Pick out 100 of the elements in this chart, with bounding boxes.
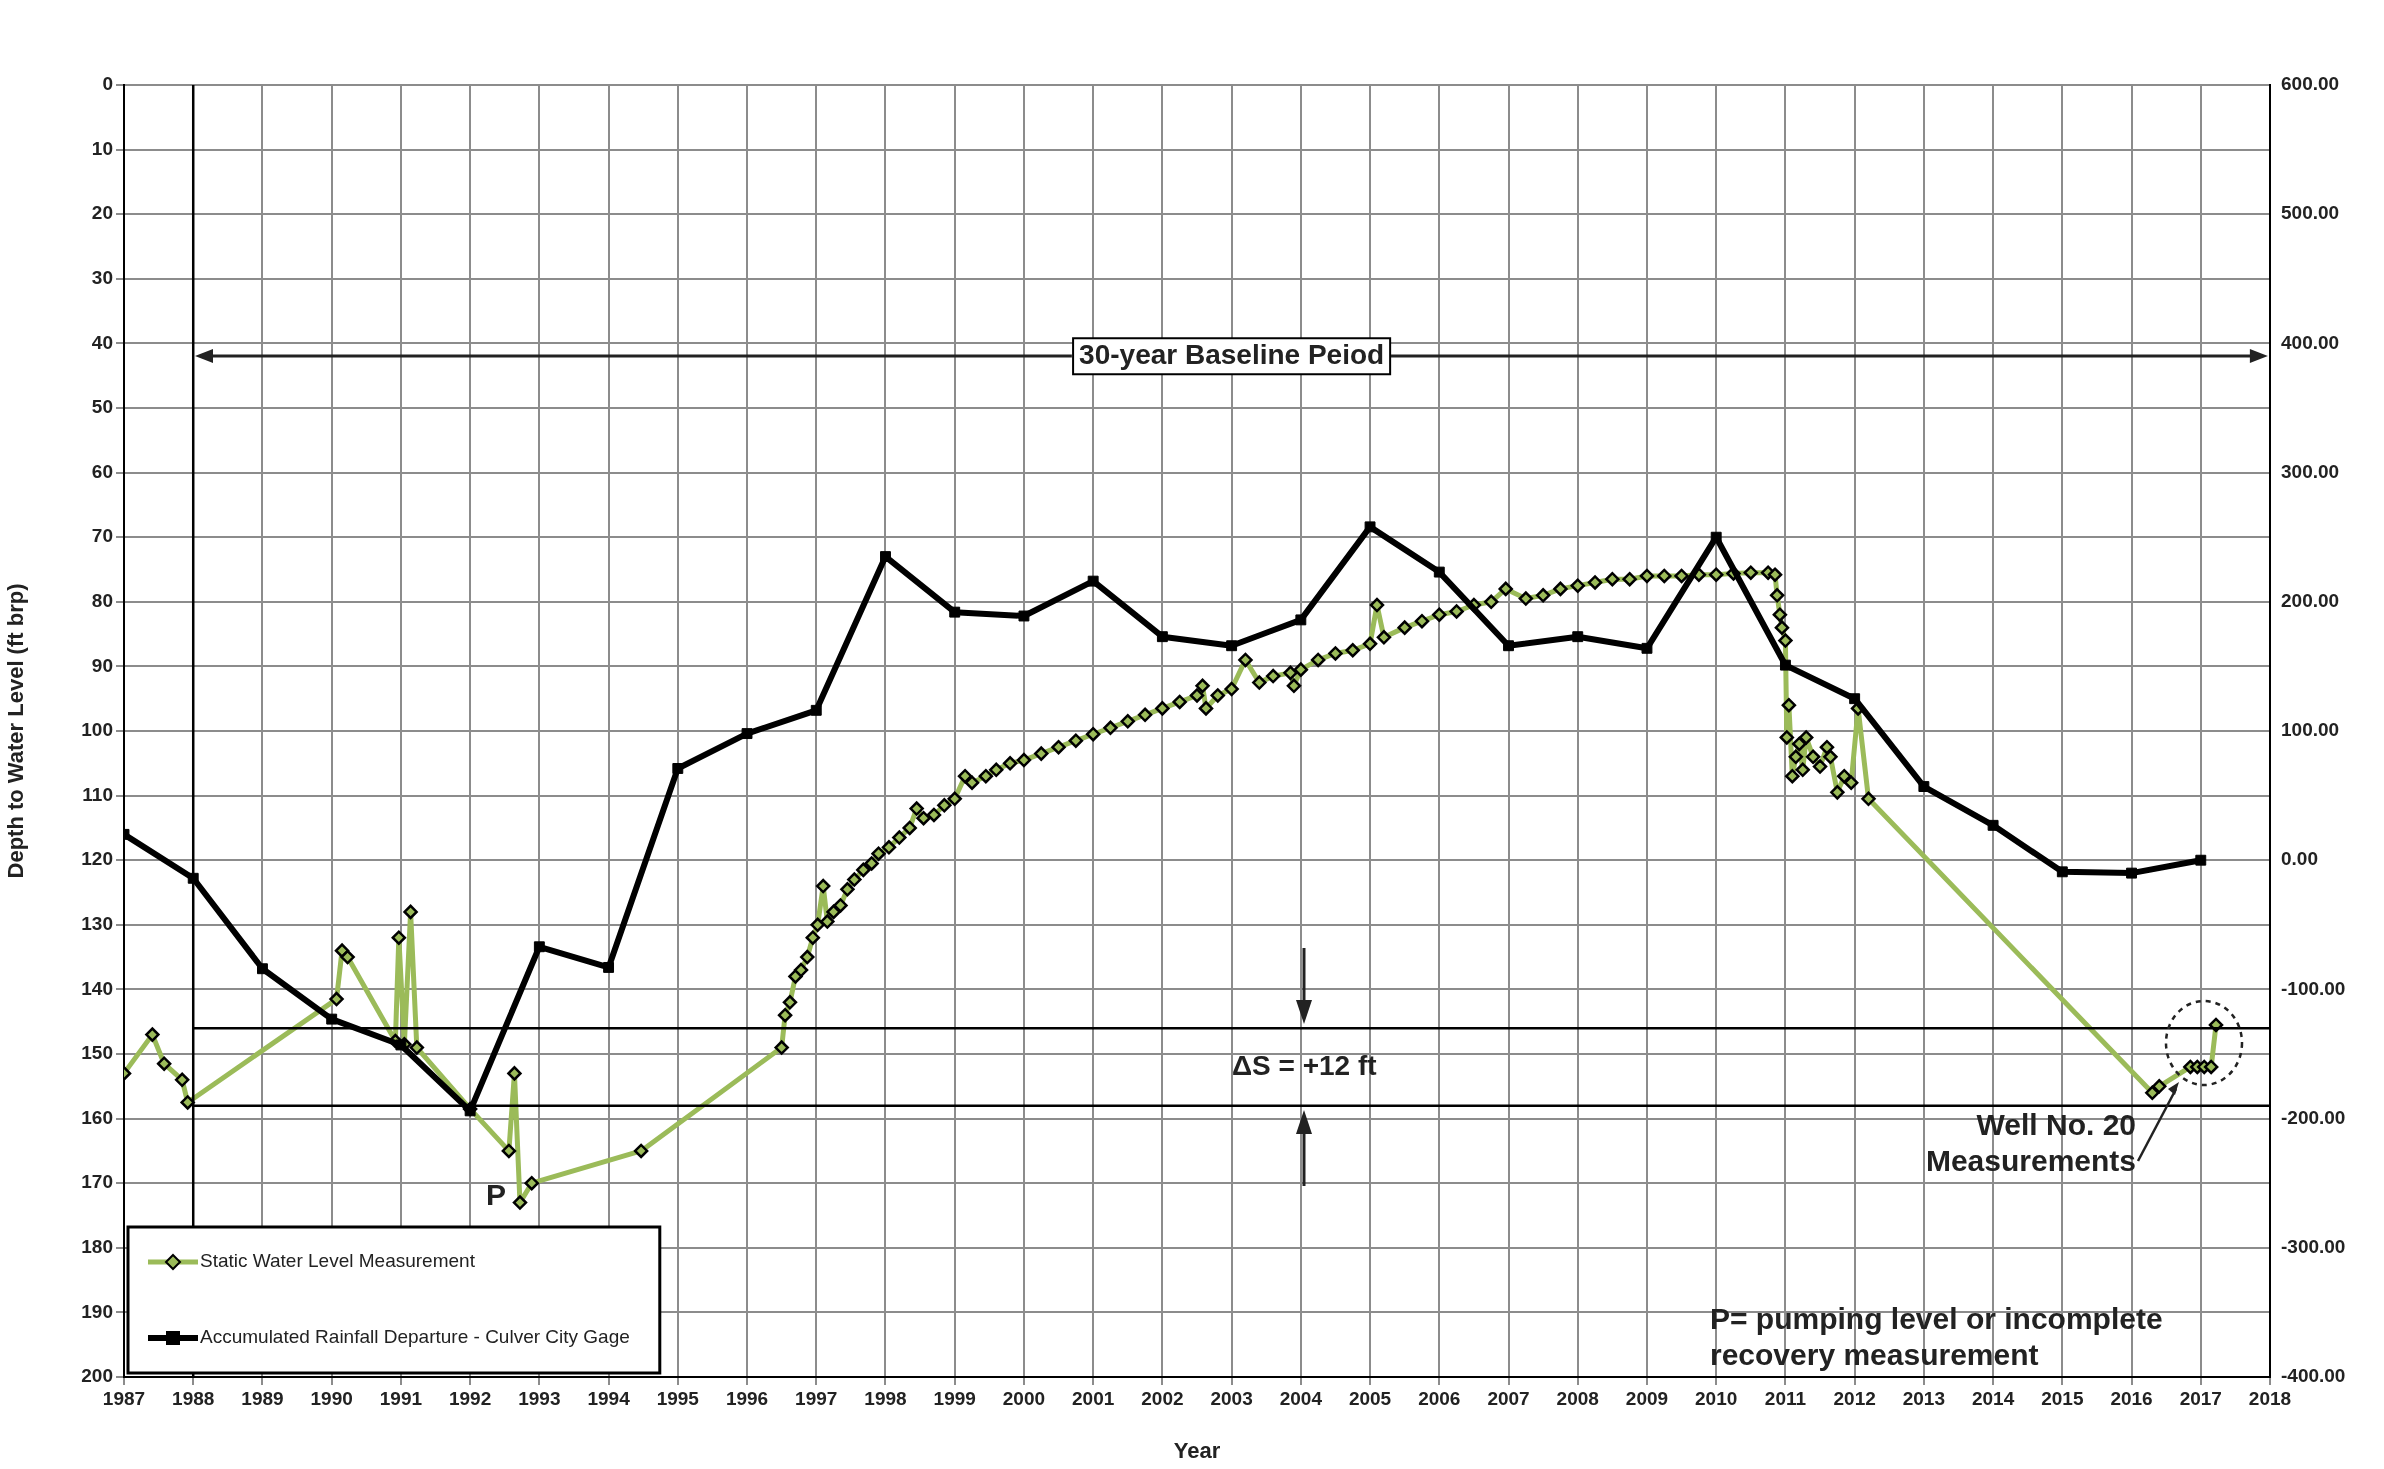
y-tick-label: 50 <box>91 396 113 418</box>
x-tick-label: 2012 <box>1833 1387 1876 1409</box>
x-tick-label: 2001 <box>1072 1387 1115 1409</box>
annotation: ΔS = +12 ft <box>1231 1049 1377 1081</box>
point <box>1849 693 1861 705</box>
point <box>672 763 684 774</box>
point <box>2056 866 2068 878</box>
x-tick-label: 2010 <box>1695 1387 1738 1409</box>
x-tick-label: 2000 <box>1002 1387 1046 1409</box>
x-tick-label: 1994 <box>587 1387 631 1409</box>
point <box>1572 631 1584 643</box>
point <box>810 704 822 716</box>
x-tick-label: 1991 <box>379 1387 423 1409</box>
x-tick-label: 2007 <box>1487 1387 1530 1409</box>
annotation: P <box>485 1177 506 1211</box>
annotation: Well No. 20 Measurements <box>1925 1108 2136 1178</box>
point <box>880 551 891 563</box>
y-tick-label: 80 <box>91 590 113 612</box>
x-tick-label: 2011 <box>1764 1387 1807 1409</box>
x-tick-label: 2018 <box>2248 1387 2292 1409</box>
y-tick-label: 100 <box>81 719 113 741</box>
x-tick-label: 2003 <box>1210 1387 1253 1409</box>
y-tick-label: 150 <box>81 1042 113 1064</box>
x-tick-label: 1996 <box>725 1387 769 1409</box>
legend-label: Static Water Level Measurement <box>200 1250 476 1272</box>
point <box>395 1039 407 1051</box>
point <box>949 606 961 618</box>
y-tick-label: 130 <box>81 913 113 935</box>
point <box>2195 854 2207 866</box>
x-tick-label: 1998 <box>864 1387 907 1409</box>
x-tick-label: 2009 <box>1625 1387 1669 1409</box>
x-tick-label: 2014 <box>1971 1387 2015 1409</box>
point <box>1918 781 1930 793</box>
y-tick-label: 140 <box>81 977 113 999</box>
x-tick-label: 1995 <box>656 1387 700 1409</box>
y2-tick-label: 500.00 <box>2281 202 2340 224</box>
x-tick-label: 2008 <box>1556 1387 1599 1409</box>
y2-tick-label: 200.00 <box>2281 590 2340 612</box>
y2-tick-label: -300.00 <box>2281 1236 2346 1258</box>
x-tick-label: 1989 <box>241 1387 284 1409</box>
y-tick-label: 70 <box>91 525 113 547</box>
x-tick-label: 2002 <box>1141 1387 1184 1409</box>
y2-tick-label: 300.00 <box>2281 460 2340 482</box>
x-tick-label: 2005 <box>1348 1387 1392 1409</box>
point <box>1779 659 1791 671</box>
x-tick-label: 1997 <box>795 1387 838 1409</box>
y-tick-label: 10 <box>91 137 113 159</box>
point <box>741 728 753 740</box>
y2-tick-label: 100.00 <box>2281 719 2340 741</box>
point <box>1295 614 1307 626</box>
point <box>533 941 545 953</box>
y2-tick-label: 400.00 <box>2281 331 2340 353</box>
point <box>1987 819 1999 831</box>
point <box>2126 867 2137 879</box>
y-tick-label: 60 <box>91 460 113 482</box>
y2-tick-label: -200.00 <box>2281 1106 2346 1128</box>
y-tick-label: 200 <box>81 1365 113 1387</box>
y-tick-label: 20 <box>91 202 113 224</box>
x-tick-label: 2015 <box>2041 1387 2084 1409</box>
y-tick-label: 30 <box>91 267 113 289</box>
x-tick-label: 1988 <box>172 1387 215 1409</box>
point <box>1503 640 1514 652</box>
y-tick-label: 190 <box>81 1300 113 1322</box>
y-tick-label: 110 <box>82 783 113 805</box>
point <box>1018 610 1030 622</box>
point <box>1156 631 1168 643</box>
x-tick-label: 2016 <box>2110 1387 2153 1409</box>
point <box>326 1013 338 1025</box>
y2-tick-label: 0.00 <box>2281 848 2318 870</box>
y2-tick-label: 600.00 <box>2281 73 2340 95</box>
y2-tick-label: -400.00 <box>2281 1365 2346 1387</box>
x-tick-label: 1990 <box>310 1387 353 1409</box>
annotation: P= pumping level or incomplete recovery measurement <box>1710 1302 2163 1372</box>
y-tick-label: 180 <box>81 1236 113 1258</box>
point <box>1364 521 1376 533</box>
legend-label: Accumulated Rainfall Departure - Culver City Gage <box>200 1326 630 1348</box>
point <box>1641 642 1653 654</box>
x-tick-label: 1987 <box>102 1387 146 1409</box>
x-tick-label: 1999 <box>933 1387 976 1409</box>
y-tick-label: 160 <box>81 1106 113 1128</box>
x-tick-label: 2013 <box>1902 1387 1946 1409</box>
annotation: 30-year Baseline Peiod <box>1079 339 1385 371</box>
x-tick-label: 2004 <box>1279 1387 1323 1409</box>
y-tick-label: 90 <box>91 654 113 676</box>
y-axis-title: Depth to Water Level (ft brp) <box>3 583 29 879</box>
y2-tick-label: -100.00 <box>2281 977 2346 999</box>
x-tick-label: 1993 <box>518 1387 561 1409</box>
x-tick-label: 2017 <box>2179 1387 2222 1409</box>
point <box>1226 640 1238 652</box>
x-axis-title: Year <box>1173 1437 1221 1463</box>
point <box>257 963 268 975</box>
y-tick-label: 170 <box>81 1171 113 1193</box>
y-tick-label: 0 <box>102 73 113 95</box>
point <box>1710 531 1722 543</box>
x-tick-label: 1992 <box>448 1387 492 1409</box>
y-tick-label: 40 <box>91 331 113 353</box>
point <box>1433 566 1445 578</box>
point <box>603 961 615 973</box>
y-tick-label: 120 <box>81 848 113 870</box>
point <box>1087 575 1099 587</box>
